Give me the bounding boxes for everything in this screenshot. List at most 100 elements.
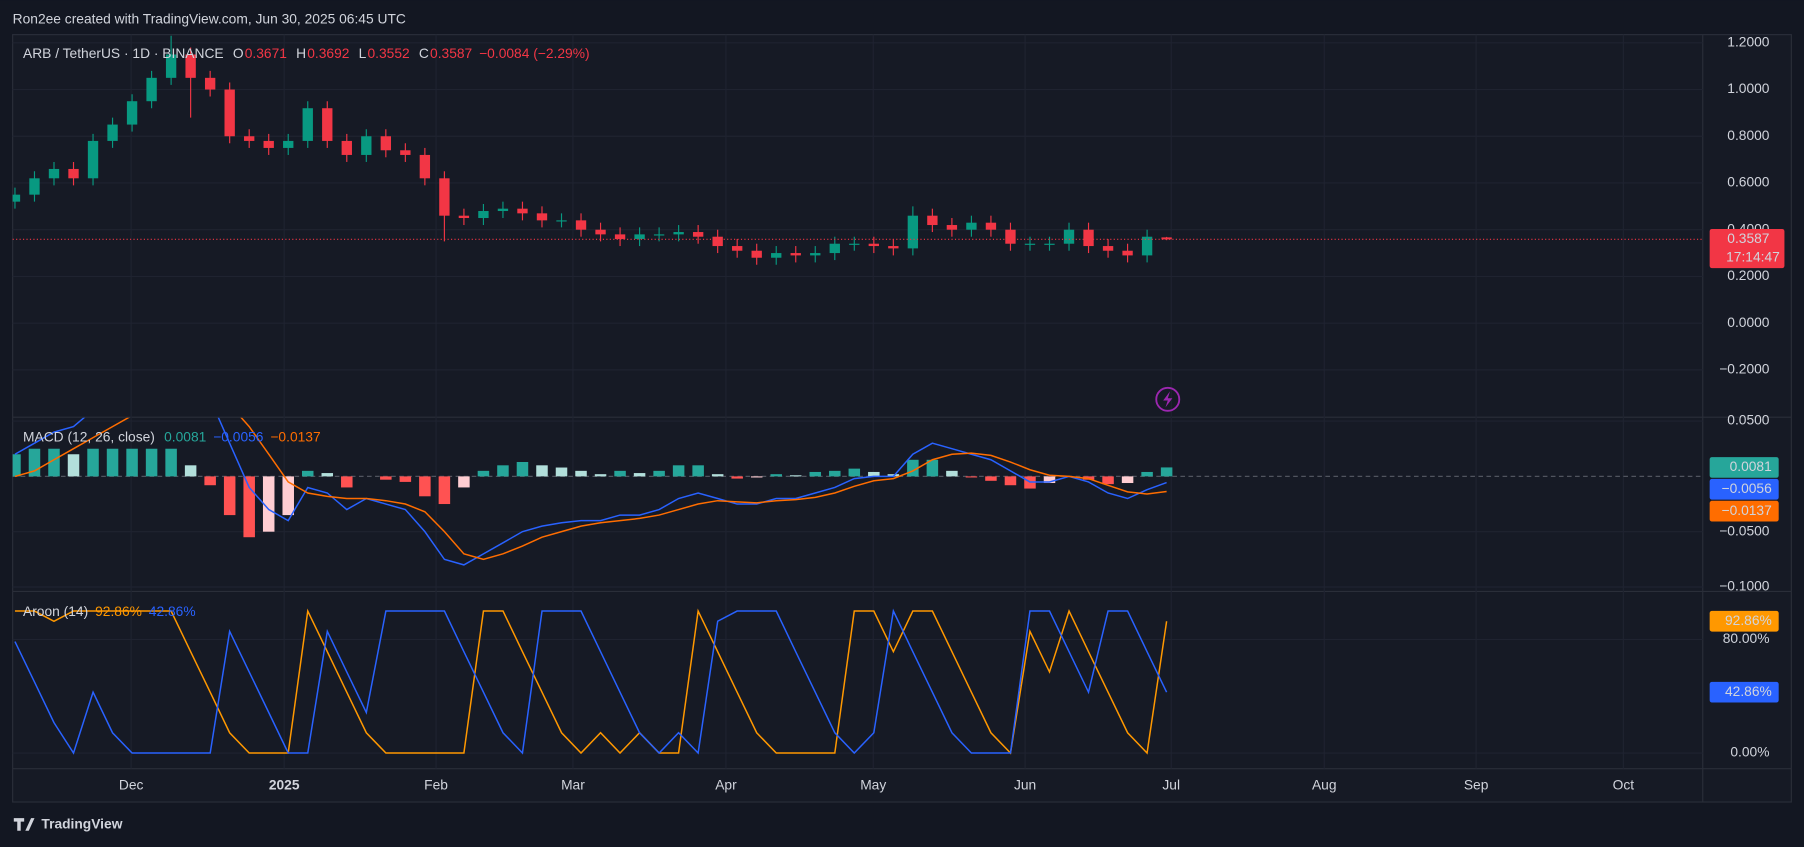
indicator-title: Aroon (14) (23, 604, 88, 619)
candle-body (849, 243, 860, 245)
histogram-bar (555, 467, 568, 477)
ohlc-key: O (233, 46, 244, 61)
candle-body (1102, 246, 1114, 251)
candle-body (361, 136, 372, 155)
candle-body (380, 136, 392, 151)
candle-body (985, 222, 997, 230)
candle-body (12, 194, 21, 202)
histogram-bar (184, 465, 197, 477)
series-last-label: 42.86% (1725, 684, 1772, 699)
signal-line (14, 417, 1167, 561)
candle-body (673, 232, 684, 235)
histogram-bar (243, 476, 255, 538)
macd-line (14, 417, 1167, 566)
histogram-bar (516, 461, 529, 477)
legend-value: 0.0081 (164, 429, 206, 444)
legend-value: 92.86% (95, 604, 142, 619)
histogram-bar (633, 473, 646, 477)
candle-body (868, 243, 879, 247)
histogram-bar (12, 454, 21, 477)
histogram-bar (907, 459, 919, 477)
candle-body (48, 168, 60, 179)
time-axis-label: May (860, 778, 886, 793)
histogram-bar (809, 471, 822, 477)
ohlc-value: 0.3671 (245, 46, 287, 61)
candle-body (263, 140, 274, 148)
histogram-bar (165, 448, 177, 477)
last-price-label: 0.3587 (1727, 231, 1769, 246)
candle-body (185, 54, 196, 78)
histogram-bar (1141, 471, 1153, 477)
candle-body (400, 150, 411, 155)
histogram-bar (848, 468, 861, 477)
histogram-bar (965, 476, 978, 478)
candle-body (204, 77, 216, 90)
histogram-bar (321, 473, 334, 477)
legend-value: 42.86% (149, 604, 196, 619)
histogram-bar (946, 470, 958, 477)
candle-body (1122, 250, 1133, 256)
histogram-bar (536, 465, 548, 477)
candle-body (556, 220, 567, 222)
y-tick-label: −0.2000 (1719, 362, 1770, 377)
histogram-bar (438, 476, 451, 505)
histogram-bar (204, 476, 216, 486)
candle-body (536, 213, 548, 221)
candle-body (1024, 243, 1036, 245)
histogram-last-label-box (1709, 457, 1779, 478)
time-axis-label: Sep (1464, 778, 1489, 793)
candle-body (165, 54, 177, 78)
histogram-bar (672, 465, 685, 477)
replay-icon[interactable] (1155, 386, 1181, 412)
ohlc-value: 0.3692 (307, 46, 349, 61)
time-axis-label: Jun (1014, 778, 1036, 793)
y-tick-label: 0.2000 (1727, 268, 1770, 283)
y-tick-label: −0.1000 (1719, 579, 1770, 594)
histogram-bar (106, 448, 119, 477)
candle-body (810, 253, 821, 256)
candle-body (595, 229, 606, 235)
histogram-bar (770, 474, 782, 477)
histogram-bar (126, 448, 138, 477)
aroon-up-line (14, 608, 1168, 755)
histogram-bar (731, 476, 743, 479)
candle-body (751, 250, 762, 258)
legend-value: −0.0056 (213, 429, 264, 444)
histogram-bar (692, 465, 704, 477)
y-tick-label: 0.8000 (1727, 128, 1770, 143)
y-tick-label: 0.0500 (1727, 413, 1770, 428)
candle-body (87, 140, 99, 179)
time-axis-label: Mar (561, 778, 585, 793)
tradingview-logo (13, 818, 35, 831)
candle-body (68, 168, 79, 179)
histogram-bar (48, 448, 60, 477)
candle-body (1141, 236, 1153, 256)
chart-area (12, 34, 1792, 803)
time-axis-label: Oct (1613, 778, 1635, 793)
histogram-bar (477, 470, 490, 477)
histogram-bar (28, 448, 41, 477)
candle-body (458, 215, 470, 219)
candle-body (1063, 229, 1075, 244)
candle-body (771, 253, 782, 258)
histogram-bar (87, 448, 99, 477)
candle-body (653, 234, 665, 236)
histogram-bar (594, 474, 607, 477)
pane-legend: ARB / TetherUS · 1D · BINANCE O0.3671 H0.3… (23, 46, 590, 61)
histogram-bar (497, 465, 509, 477)
y-tick-label: 1.2000 (1727, 34, 1770, 49)
series-last-label-box (1709, 681, 1779, 703)
last-price-box (1709, 228, 1785, 269)
candle-body (107, 124, 118, 141)
marks (12, 35, 1703, 755)
candle-body (126, 101, 138, 125)
y-tick-label: 0.00% (1730, 745, 1769, 760)
candle-body (244, 136, 255, 141)
candle-body (322, 108, 333, 141)
candle-body (712, 236, 723, 247)
histogram-bar (67, 454, 80, 477)
candle-body (1083, 229, 1094, 247)
histogram-bar (750, 476, 763, 478)
legend-value: −0.0137 (270, 429, 320, 444)
